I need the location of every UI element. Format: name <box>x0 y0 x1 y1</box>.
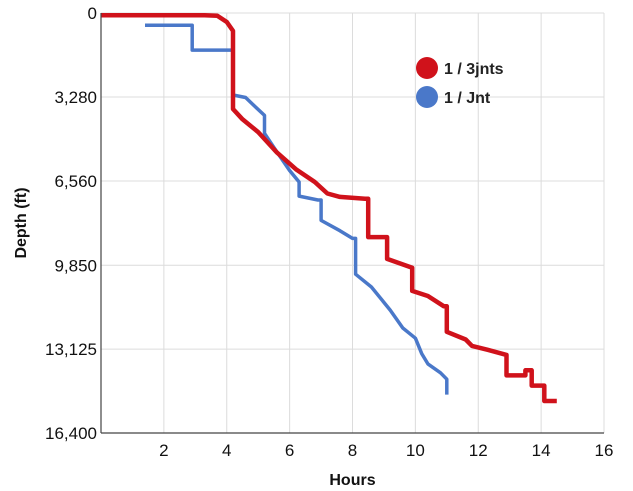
x-tick-label: 10 <box>406 441 425 460</box>
legend-label: 1 / 3jnts <box>444 61 504 78</box>
series-layer <box>101 13 557 404</box>
y-tick-label: 3,280 <box>54 88 97 107</box>
axes <box>100 13 604 434</box>
y-tick-label: 6,560 <box>54 172 97 191</box>
y-tick-label: 13,125 <box>45 340 97 359</box>
y-tick-label: 16,400 <box>45 424 97 443</box>
legend-marker <box>416 57 438 79</box>
legend-label: 1 / Jnt <box>444 90 491 107</box>
series-line-2 <box>145 23 449 395</box>
y-axis-title: Depth (ft) <box>13 187 30 258</box>
x-tick-label: 16 <box>595 441 614 460</box>
y-tick-label: 0 <box>88 4 97 23</box>
x-tick-label: 6 <box>285 441 294 460</box>
x-tick-label: 2 <box>159 441 168 460</box>
legend: 1 / 3jnts 1 / Jnt <box>416 57 504 108</box>
legend-marker <box>416 86 438 108</box>
series-line-1 <box>101 13 557 404</box>
x-tick-label: 12 <box>469 441 488 460</box>
y-tick-label: 9,850 <box>54 256 97 275</box>
x-tick-label: 14 <box>532 441 551 460</box>
x-tick-label: 4 <box>222 441 231 460</box>
tick-labels: 2 4 6 8 10 12 14 16 0 3,280 6,560 9,850 13,125 16,400 <box>45 4 613 460</box>
x-tick-label: 8 <box>348 441 357 460</box>
x-axis-title: Hours <box>329 472 375 489</box>
